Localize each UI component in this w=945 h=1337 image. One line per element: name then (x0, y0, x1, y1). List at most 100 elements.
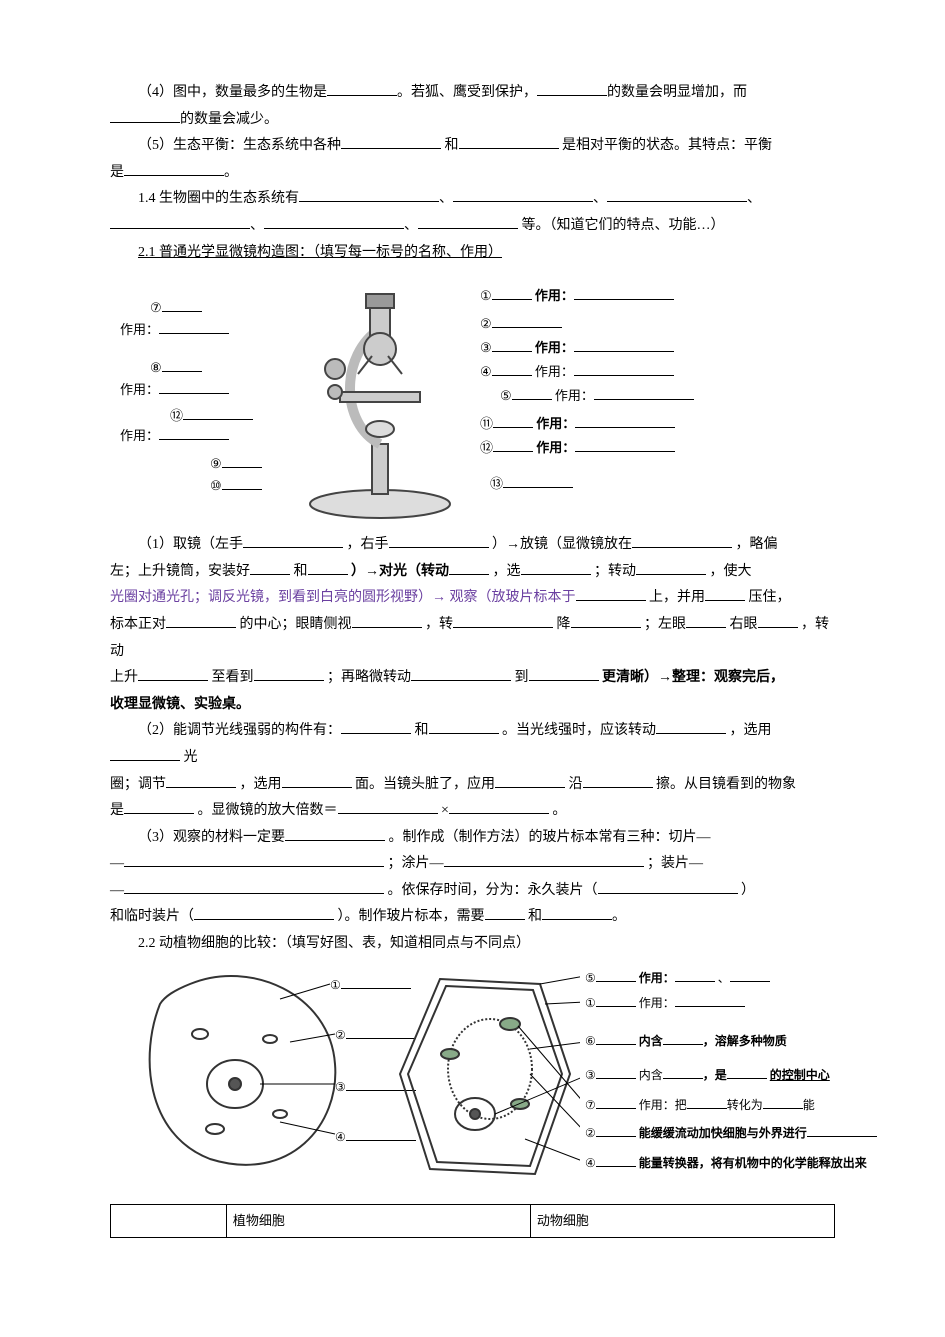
blank[interactable] (183, 406, 253, 420)
blank[interactable] (159, 320, 229, 334)
blank[interactable] (687, 1096, 727, 1109)
blank[interactable] (575, 414, 675, 428)
blank[interactable] (162, 298, 202, 312)
blank[interactable] (574, 286, 674, 300)
blank[interactable] (243, 533, 343, 548)
blank[interactable] (596, 1032, 636, 1045)
blank[interactable] (194, 905, 334, 920)
blank[interactable] (418, 214, 518, 229)
blank[interactable] (159, 426, 229, 440)
blank[interactable] (598, 879, 738, 894)
t: 转化为 (727, 1098, 763, 1112)
blank[interactable] (512, 386, 552, 400)
blank[interactable] (222, 454, 262, 468)
blank[interactable] (807, 1124, 877, 1137)
blank[interactable] (110, 746, 180, 761)
blank[interactable] (675, 994, 745, 1007)
blank[interactable] (675, 969, 715, 982)
q5-line1: （5）生态平衡：生态系统中各种 和 是相对平衡的状态。其特点：平衡 (110, 133, 835, 160)
blank[interactable] (495, 773, 565, 788)
blank[interactable] (663, 1066, 703, 1079)
blank[interactable] (663, 1032, 703, 1045)
blank[interactable] (575, 438, 675, 452)
blank[interactable] (250, 560, 290, 575)
blank[interactable] (521, 560, 591, 575)
blank[interactable] (705, 586, 745, 601)
blank[interactable] (429, 719, 499, 734)
blank[interactable] (166, 613, 236, 628)
blank[interactable] (503, 474, 573, 488)
blank[interactable] (576, 586, 646, 601)
blank[interactable] (264, 214, 404, 229)
blank[interactable] (327, 81, 397, 96)
blank[interactable] (285, 826, 385, 841)
blank[interactable] (444, 852, 644, 867)
blank[interactable] (166, 773, 236, 788)
blank[interactable] (159, 380, 229, 394)
blank[interactable] (124, 852, 384, 867)
blank[interactable] (758, 613, 798, 628)
blank[interactable] (254, 666, 324, 681)
blank[interactable] (727, 1066, 767, 1079)
blank[interactable] (583, 773, 653, 788)
rc4: ④ 能量转换器，将有机物中的化学能释放出来 (585, 1152, 867, 1175)
blank[interactable] (763, 1096, 803, 1109)
blank[interactable] (282, 773, 352, 788)
blank[interactable] (110, 108, 180, 123)
blank[interactable] (338, 799, 438, 814)
blank[interactable] (124, 161, 224, 176)
blank[interactable] (299, 187, 439, 202)
blank[interactable] (607, 187, 747, 202)
blank[interactable] (596, 1154, 636, 1167)
blank[interactable] (453, 187, 593, 202)
blank[interactable] (492, 314, 562, 328)
blank[interactable] (636, 560, 706, 575)
blank[interactable] (596, 1066, 636, 1079)
blank[interactable] (493, 438, 533, 452)
t: 是 (110, 803, 124, 818)
blank[interactable] (571, 613, 641, 628)
s14a: 1.4 生物圈中的生态系统有 (138, 191, 299, 206)
blank[interactable] (574, 338, 674, 352)
blank[interactable] (596, 969, 636, 982)
blank[interactable] (656, 719, 726, 734)
blank[interactable] (574, 362, 674, 376)
t: 作用：把 (639, 1098, 687, 1112)
blank[interactable] (222, 476, 262, 490)
blank[interactable] (162, 358, 202, 372)
blank[interactable] (389, 533, 489, 548)
blank[interactable] (596, 1096, 636, 1109)
blank[interactable] (341, 719, 411, 734)
blank[interactable] (730, 969, 770, 982)
blank[interactable] (632, 533, 732, 548)
blank[interactable] (686, 613, 726, 628)
blank[interactable] (596, 1124, 636, 1137)
t: 。当光线强时，应该转动 (502, 723, 656, 738)
blank[interactable] (492, 286, 532, 300)
blank[interactable] (594, 386, 694, 400)
blank[interactable] (124, 879, 384, 894)
blank[interactable] (453, 613, 553, 628)
blank[interactable] (492, 338, 532, 352)
blank[interactable] (411, 666, 511, 681)
blank[interactable] (596, 994, 636, 1007)
blank[interactable] (537, 81, 607, 96)
blank[interactable] (110, 214, 250, 229)
cell-blank[interactable] (111, 1204, 227, 1238)
blank[interactable] (308, 560, 348, 575)
blank[interactable] (529, 666, 599, 681)
blank[interactable] (138, 666, 208, 681)
blank[interactable] (449, 799, 549, 814)
blank[interactable] (542, 905, 612, 920)
blank[interactable] (341, 134, 441, 149)
blank[interactable] (485, 905, 525, 920)
blank[interactable] (352, 613, 422, 628)
t: ；装片— (647, 856, 703, 871)
blank[interactable] (124, 799, 194, 814)
t: 压住， (749, 590, 791, 605)
blank[interactable] (449, 560, 489, 575)
blank[interactable] (492, 362, 532, 376)
blank[interactable] (459, 134, 559, 149)
t: 上升 (110, 670, 138, 685)
blank[interactable] (493, 414, 533, 428)
